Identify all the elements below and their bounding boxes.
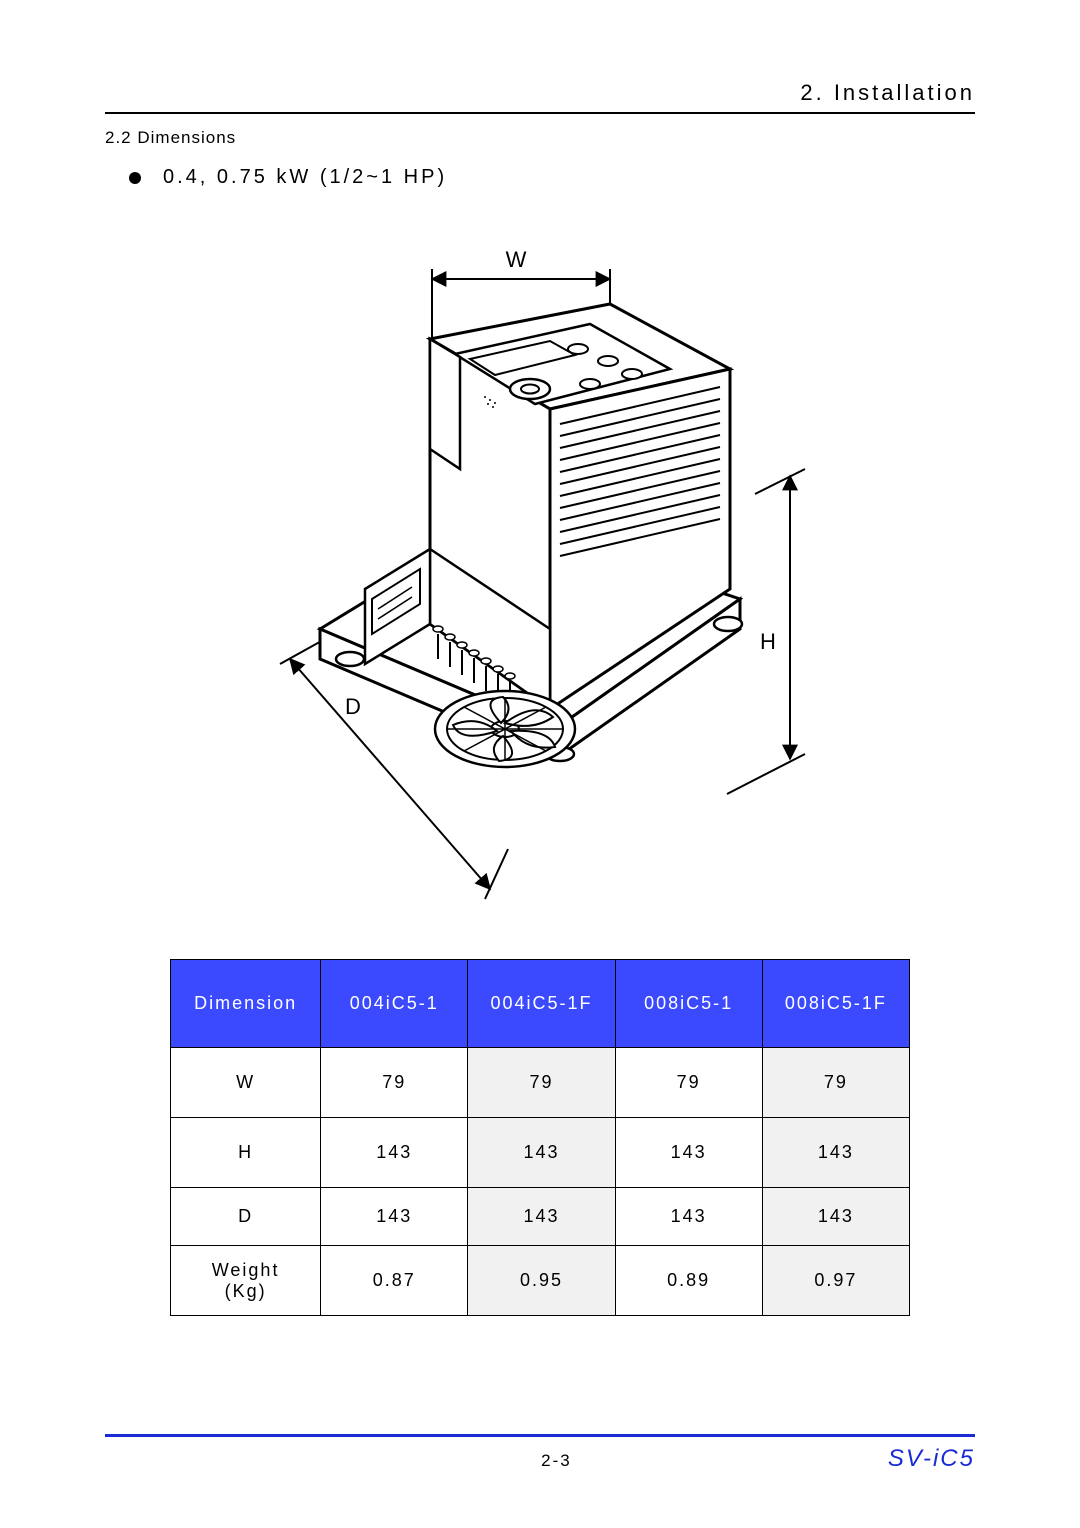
document-page: 2. Installation 2.2 Dimensions 0.4, 0.75… <box>0 0 1080 1528</box>
table-row: W 79 79 79 79 <box>171 1048 910 1118</box>
spec-bullet-text: 0.4, 0.75 kW (1/2~1 HP) <box>163 166 447 189</box>
row-label: Weight (Kg) <box>171 1246 321 1316</box>
cell: 79 <box>762 1048 909 1118</box>
dim-label-d: D <box>345 694 361 719</box>
page-footer: 2-3 SV-iC5 <box>105 1434 975 1473</box>
cell: 0.89 <box>615 1246 762 1316</box>
footer-rule <box>105 1434 975 1437</box>
chapter-title: 2. Installation <box>105 80 975 106</box>
cell: 143 <box>468 1188 615 1246</box>
row-label: H <box>171 1118 321 1188</box>
cell: 79 <box>615 1048 762 1118</box>
row-label: D <box>171 1188 321 1246</box>
footer-model: SV-iC5 <box>888 1445 975 1473</box>
col-dimension: Dimension <box>171 960 321 1048</box>
cell: 79 <box>468 1048 615 1118</box>
cell: 0.95 <box>468 1246 615 1316</box>
table-row: H 143 143 143 143 <box>171 1118 910 1188</box>
spec-bullet: 0.4, 0.75 kW (1/2~1 HP) <box>105 166 975 189</box>
dim-label-w: W <box>506 247 527 272</box>
cell: 143 <box>615 1118 762 1188</box>
table-row: D 143 143 143 143 <box>171 1188 910 1246</box>
header-rule <box>105 112 975 114</box>
row-label: W <box>171 1048 321 1118</box>
row-label-sub: (Kg) <box>171 1281 320 1302</box>
col-model-3: 008iC5-1 <box>615 960 762 1048</box>
inverter-isometric-icon: W H D <box>260 229 820 929</box>
cell: 0.87 <box>321 1246 468 1316</box>
cell: 143 <box>615 1188 762 1246</box>
col-model-4: 008iC5-1F <box>762 960 909 1048</box>
dimension-figure: W H D <box>105 229 975 929</box>
cell: 143 <box>762 1188 909 1246</box>
dimension-table-wrap: Dimension 004iC5-1 004iC5-1F 008iC5-1 00… <box>105 959 975 1316</box>
col-model-1: 004iC5-1 <box>321 960 468 1048</box>
cell: 0.97 <box>762 1246 909 1316</box>
cell: 79 <box>321 1048 468 1118</box>
cell: 143 <box>321 1188 468 1246</box>
row-label-main: Weight <box>212 1260 280 1280</box>
bullet-icon <box>129 172 141 184</box>
subsection-title: 2.2 Dimensions <box>105 128 975 148</box>
dim-label-h: H <box>760 629 776 654</box>
col-model-2: 004iC5-1F <box>468 960 615 1048</box>
table-header-row: Dimension 004iC5-1 004iC5-1F 008iC5-1 00… <box>171 960 910 1048</box>
cell: 143 <box>468 1118 615 1188</box>
cell: 143 <box>762 1118 909 1188</box>
cell: 143 <box>321 1118 468 1188</box>
table-row: Weight (Kg) 0.87 0.95 0.89 0.97 <box>171 1246 910 1316</box>
footer-page-number: 2-3 <box>225 1451 888 1471</box>
dimension-table: Dimension 004iC5-1 004iC5-1F 008iC5-1 00… <box>170 959 910 1316</box>
